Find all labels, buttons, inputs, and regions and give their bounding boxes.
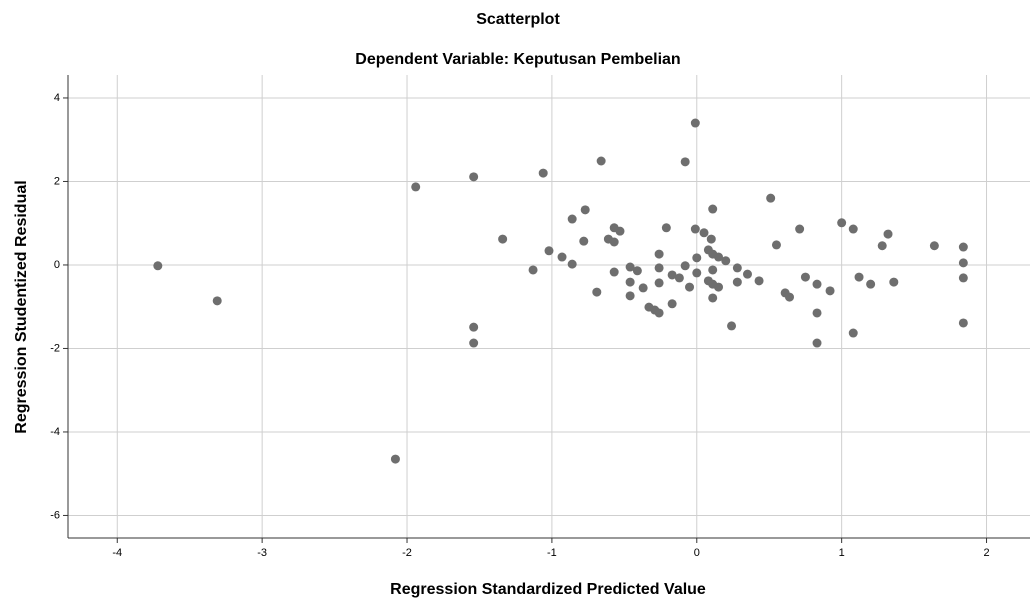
point — [685, 283, 694, 292]
point — [675, 273, 684, 282]
chart-subtitle: Dependent Variable: Keputusan Pembelian — [355, 51, 680, 68]
point — [655, 308, 664, 317]
x-tick-label: 0 — [694, 547, 700, 559]
point — [826, 286, 835, 295]
point — [153, 261, 162, 270]
point — [581, 205, 590, 214]
point — [708, 265, 717, 274]
point — [691, 225, 700, 234]
y-tick-label: 0 — [54, 259, 60, 271]
x-tick-label: -1 — [547, 547, 557, 559]
point — [545, 246, 554, 255]
point — [866, 280, 875, 289]
point — [795, 225, 804, 234]
point — [849, 329, 858, 338]
x-tick-label: 1 — [839, 547, 845, 559]
point — [681, 261, 690, 270]
point — [743, 270, 752, 279]
point — [692, 253, 701, 262]
point — [668, 299, 677, 308]
point — [626, 291, 635, 300]
point — [959, 273, 968, 282]
y-tick-label: 2 — [54, 175, 60, 187]
point — [692, 268, 701, 277]
x-axis-label: Regression Standardized Predicted Value — [390, 581, 706, 598]
point — [662, 223, 671, 232]
point — [959, 243, 968, 252]
x-tick-label: -4 — [112, 547, 122, 559]
point — [708, 205, 717, 214]
point — [691, 119, 700, 128]
point — [884, 230, 893, 239]
y-tick-label: 4 — [54, 92, 60, 104]
point — [755, 276, 764, 285]
point — [539, 169, 548, 178]
x-tick-label: -2 — [402, 547, 412, 559]
chart: Scatterplot Dependent Variable: Keputusa… — [0, 0, 1030, 603]
point — [568, 215, 577, 224]
point — [655, 278, 664, 287]
point — [639, 283, 648, 292]
point — [837, 218, 846, 227]
point — [558, 253, 567, 262]
point — [592, 288, 601, 297]
point — [708, 293, 717, 302]
point — [610, 268, 619, 277]
y-axis-label: Regression Studentized Residual — [13, 180, 30, 433]
point — [681, 157, 690, 166]
point — [411, 182, 420, 191]
y-tick-label: -6 — [50, 509, 60, 521]
point — [801, 273, 810, 282]
point — [469, 323, 478, 332]
point — [813, 339, 822, 348]
point — [930, 241, 939, 250]
point — [655, 250, 664, 259]
point — [529, 265, 538, 274]
point — [855, 273, 864, 282]
x-tick-label: 2 — [983, 547, 989, 559]
point — [655, 263, 664, 272]
point — [959, 318, 968, 327]
point — [391, 455, 400, 464]
point — [568, 260, 577, 269]
point — [813, 308, 822, 317]
y-tick-label: -4 — [50, 426, 60, 438]
point — [597, 157, 606, 166]
point — [498, 235, 507, 244]
point — [766, 194, 775, 203]
x-tick-label: -3 — [257, 547, 267, 559]
point — [959, 258, 968, 267]
y-tick-label: -2 — [50, 342, 60, 354]
point — [889, 278, 898, 287]
point — [785, 293, 794, 302]
point — [610, 237, 619, 246]
point — [733, 278, 742, 287]
point — [633, 266, 642, 275]
point — [849, 225, 858, 234]
point — [213, 296, 222, 305]
point — [615, 227, 624, 236]
point — [813, 280, 822, 289]
point — [626, 278, 635, 287]
point — [772, 240, 781, 249]
chart-title: Scatterplot — [476, 11, 560, 28]
point — [727, 321, 736, 330]
point — [733, 263, 742, 272]
point — [469, 172, 478, 181]
point — [721, 256, 730, 265]
point — [700, 228, 709, 237]
point — [878, 241, 887, 250]
point — [579, 237, 588, 246]
point — [714, 283, 723, 292]
point — [469, 339, 478, 348]
point — [707, 235, 716, 244]
